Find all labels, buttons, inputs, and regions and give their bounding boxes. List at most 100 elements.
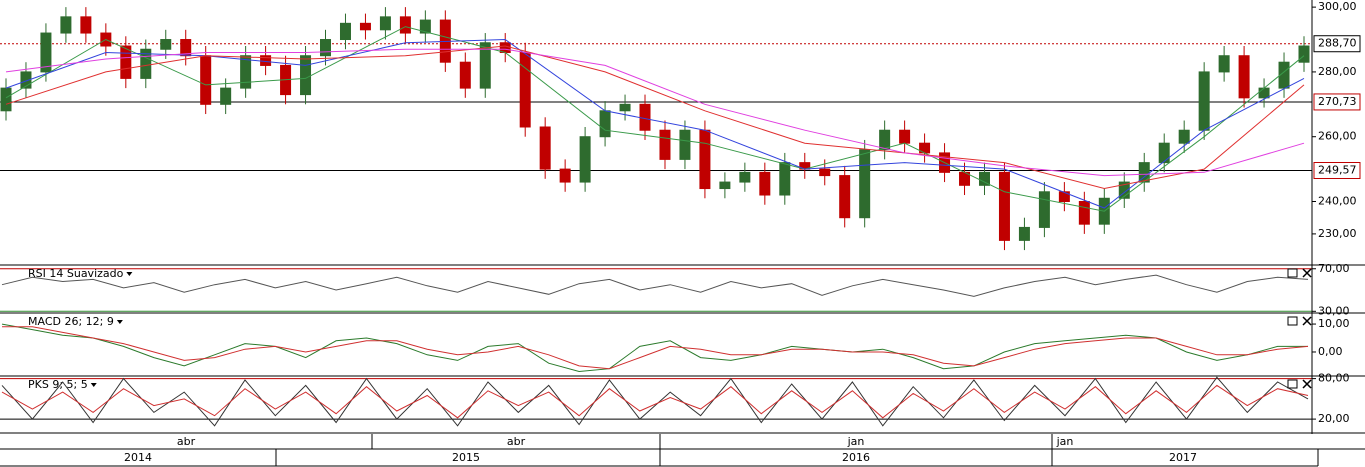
candle-body (0, 87, 12, 112)
candle-body (599, 110, 611, 138)
candle-body (300, 55, 312, 96)
month-label: jan (847, 435, 865, 448)
y-tick-label: 230,00 (1318, 227, 1357, 240)
candle-body (659, 129, 671, 160)
series-line (5, 45, 1305, 190)
candle-body (180, 39, 192, 57)
candle-body (1158, 142, 1170, 164)
series-line (5, 26, 1305, 212)
candle-body (639, 103, 651, 131)
candle-body (699, 129, 711, 190)
y-tick-label: 0,00 (1318, 345, 1343, 358)
y-tick-label: 300,00 (1318, 0, 1357, 13)
candle-body (1198, 71, 1210, 131)
series-line (1, 323, 1308, 373)
month-label: abr (177, 435, 196, 448)
candle-body (1258, 87, 1270, 99)
y-tick-label: 30,00 (1318, 304, 1350, 317)
candle-body (519, 51, 531, 128)
month-label: jan (1056, 435, 1074, 448)
candle-body (1218, 55, 1230, 73)
close-button[interactable] (1302, 316, 1312, 326)
y-tick-label: 260,00 (1318, 130, 1357, 143)
dropdown-arrow[interactable] (126, 272, 133, 276)
candle-body (1238, 55, 1250, 99)
candle-body (399, 16, 411, 34)
candle-body (40, 32, 52, 73)
series-line (5, 38, 1305, 209)
series-line (2, 326, 1309, 370)
candle-body (160, 39, 172, 50)
candle-body (619, 103, 631, 112)
candle-body (739, 171, 751, 183)
y-tick-label: 280,00 (1318, 65, 1357, 78)
candle-body (779, 162, 791, 196)
close-button[interactable] (1302, 268, 1312, 278)
series-line (1, 274, 1309, 297)
candle-body (879, 129, 891, 151)
candle-body (1178, 129, 1190, 144)
maximize-button[interactable] (1287, 268, 1298, 278)
y-tick-label: 10,00 (1318, 317, 1350, 330)
candle-body (320, 39, 332, 57)
candle-body (759, 171, 771, 196)
candle-body (459, 61, 471, 89)
candle-body (419, 19, 431, 34)
candle-body (120, 45, 132, 79)
series-line (1, 376, 1309, 427)
reference-label: 288,70 (1318, 37, 1357, 50)
candle-body (140, 48, 152, 79)
y-tick-label: 20,00 (1318, 412, 1350, 425)
maximize-button[interactable] (1287, 316, 1298, 326)
candle-body (379, 16, 391, 31)
candle-body (1018, 226, 1030, 241)
candle-body (1278, 61, 1290, 89)
year-label: 2014 (124, 451, 152, 464)
panel-title[interactable]: PKS 9; 5; 5 (28, 378, 88, 391)
candle-body (579, 136, 591, 183)
candle-body (559, 168, 571, 183)
candle-body (978, 171, 990, 186)
candle-body (240, 55, 252, 89)
candle-body (819, 168, 831, 177)
candle-body (839, 175, 851, 219)
candle-body (200, 55, 212, 105)
y-tick-label: 70,00 (1318, 262, 1350, 275)
candle-body (719, 181, 731, 190)
candle-body (479, 42, 491, 89)
candle-body (1058, 191, 1070, 203)
candle-body (539, 126, 551, 170)
maximize-button[interactable] (1287, 379, 1298, 389)
series-line (5, 48, 1305, 177)
panel-title[interactable]: MACD 26; 12; 9 (28, 315, 114, 328)
month-label: abr (507, 435, 526, 448)
candle-body (80, 16, 92, 34)
reference-label: 270,73 (1318, 95, 1357, 108)
year-label: 2017 (1169, 451, 1197, 464)
candle-body (679, 129, 691, 160)
candle-body (859, 149, 871, 219)
candle-body (499, 42, 511, 53)
reference-label-box (1313, 162, 1361, 180)
series-line (1, 384, 1309, 419)
candle-body (20, 71, 32, 89)
dropdown-arrow[interactable] (90, 383, 97, 387)
close-button[interactable] (1302, 379, 1312, 389)
candle-body (1078, 201, 1090, 225)
panel-title[interactable]: RSI 14 Suavizado (28, 267, 124, 280)
reference-label-box (1313, 35, 1361, 53)
candle-body (1298, 45, 1310, 63)
candle-body (60, 16, 72, 34)
reference-label-box (1313, 93, 1361, 111)
y-tick-label: 80,00 (1318, 372, 1350, 385)
candle-body (998, 171, 1010, 241)
candle-body (220, 87, 232, 105)
candle-body (1038, 191, 1050, 228)
candle-body (1118, 181, 1130, 199)
reference-label: 249,57 (1318, 164, 1357, 177)
year-label: 2016 (842, 451, 870, 464)
year-label: 2015 (452, 451, 480, 464)
dropdown-arrow[interactable] (116, 320, 123, 324)
